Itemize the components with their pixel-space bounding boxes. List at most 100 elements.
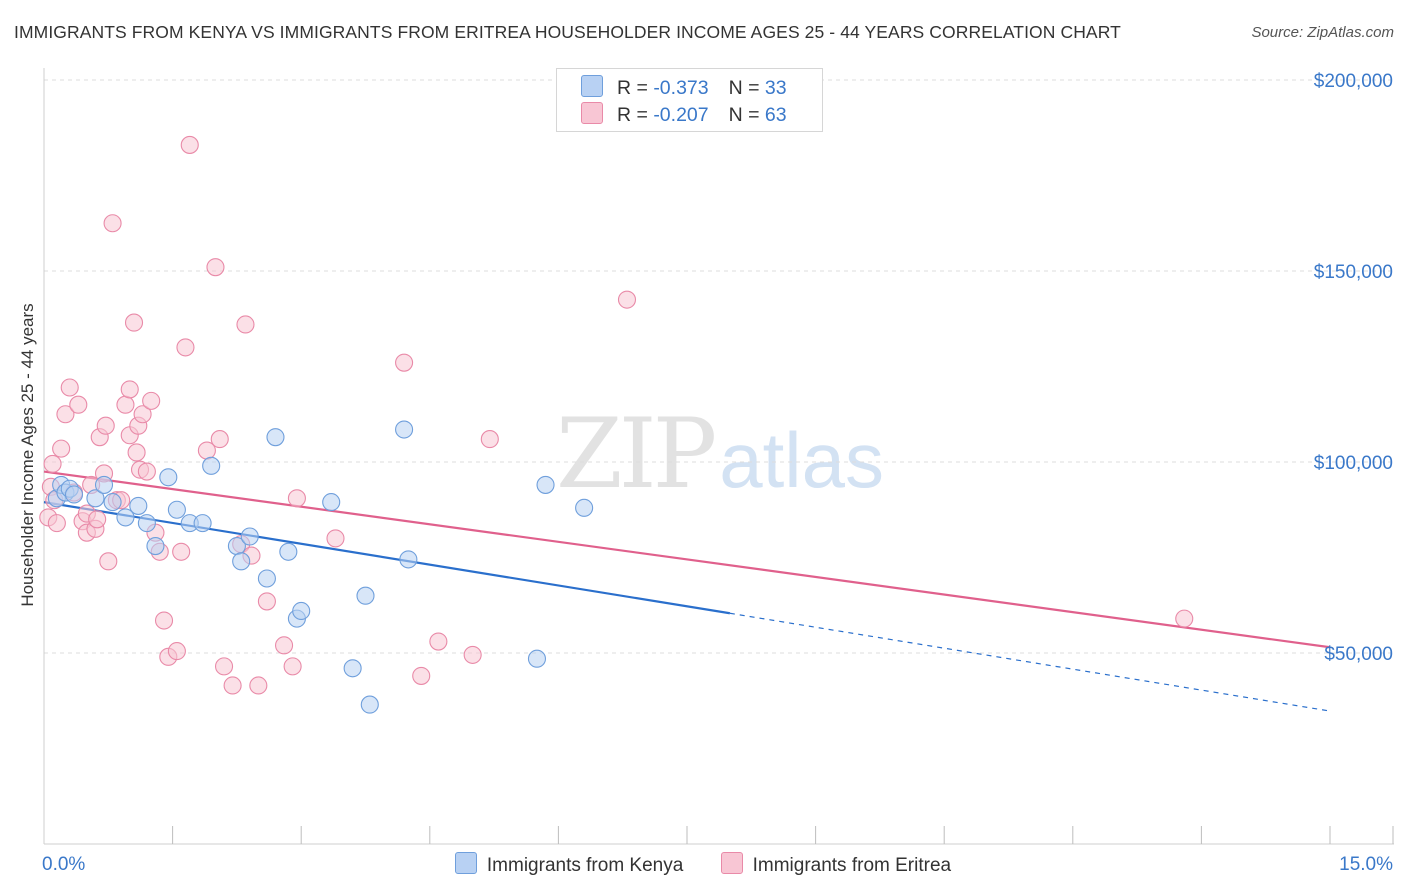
- eritrea-point: [412, 666, 431, 685]
- eritrea-point: [249, 676, 268, 695]
- eritrea-point: [275, 636, 294, 655]
- kenya-point: [129, 496, 148, 515]
- eritrea-point: [133, 405, 152, 424]
- eritrea-point: [206, 258, 225, 277]
- tick-labels: $50,000 $100,000 $150,000 $200,000 0.0% 15.0%: [42, 71, 1393, 875]
- eritrea-point: [429, 632, 448, 651]
- chart-title: IMMIGRANTS FROM KENYA VS IMMIGRANTS FROM…: [14, 22, 1121, 42]
- kenya-point: [257, 569, 276, 588]
- kenya-r-value: -0.373: [653, 77, 709, 99]
- watermark-atlas: atlas: [719, 416, 884, 504]
- kenya-point: [343, 659, 362, 678]
- y-tick-label: $200,000: [1314, 71, 1393, 92]
- eritrea-point: [43, 454, 62, 473]
- eritrea-point: [180, 135, 199, 154]
- eritrea-point: [287, 489, 306, 508]
- kenya-point: [292, 601, 311, 621]
- eritrea-point: [236, 315, 255, 334]
- eritrea-r-label: R =: [617, 104, 654, 126]
- kenya-point: [240, 527, 259, 546]
- legend-row-eritrea: R = -0.207 N = 63: [581, 102, 787, 128]
- eritrea-point: [47, 514, 66, 533]
- kenya-trend-line: [43, 501, 731, 615]
- kenya-point: [360, 695, 379, 714]
- kenya-point: [86, 489, 105, 508]
- eritrea-point: [176, 338, 195, 357]
- kenya-swatch: [581, 75, 603, 97]
- eritrea-trend: [43, 470, 1331, 649]
- eritrea-point: [326, 529, 345, 548]
- kenya-points: [47, 420, 594, 714]
- eritrea-point: [103, 214, 122, 233]
- eritrea-point: [88, 510, 107, 529]
- eritrea-r-value: -0.207: [653, 104, 709, 126]
- eritrea-n-label: N =: [728, 104, 765, 126]
- kenya-r-label: R =: [617, 77, 654, 99]
- y-tick-label: $100,000: [1314, 453, 1393, 474]
- kenya-point: [146, 536, 165, 556]
- kenya-n-value: 33: [764, 77, 787, 99]
- eritrea-point: [127, 443, 146, 462]
- eritrea-point: [60, 378, 79, 397]
- kenya-point: [159, 468, 178, 487]
- eritrea-point: [52, 439, 71, 458]
- kenya-legend-swatch: [454, 852, 477, 874]
- axes: [43, 68, 1394, 845]
- legend-row-kenya: R = -0.373 N = 33: [581, 75, 787, 101]
- eritrea-point: [223, 676, 242, 695]
- eritrea-point: [120, 380, 139, 399]
- kenya-point: [527, 649, 547, 668]
- kenya-point: [116, 508, 135, 527]
- eritrea-point: [617, 290, 637, 309]
- eritrea-point: [480, 430, 499, 449]
- kenya-point: [356, 586, 375, 605]
- eritrea-point: [56, 405, 75, 424]
- eritrea-point: [214, 657, 234, 676]
- kenya-point: [536, 475, 555, 494]
- kenya-point: [575, 498, 594, 517]
- eritrea-point: [167, 642, 186, 661]
- kenya-legend-label: Immigrants from Kenya: [486, 855, 684, 876]
- kenya-trend: [43, 501, 1331, 712]
- eritrea-point: [99, 552, 118, 571]
- eritrea-point: [283, 657, 302, 676]
- eritrea-trend-line: [43, 470, 1331, 649]
- kenya-point: [279, 542, 298, 561]
- eritrea-point: [172, 542, 191, 561]
- kenya-point: [94, 475, 114, 494]
- kenya-point: [193, 514, 212, 533]
- eritrea-legend-swatch: [720, 852, 743, 874]
- eritrea-n-value: 63: [764, 104, 787, 126]
- kenya-point: [266, 428, 285, 447]
- eritrea-point: [154, 611, 174, 630]
- eritrea-swatch: [581, 102, 603, 124]
- eritrea-legend-label: Immigrants from Eritrea: [752, 855, 952, 876]
- kenya-n-label: N =: [728, 77, 765, 99]
- eritrea-point: [463, 645, 482, 664]
- kenya-point: [64, 485, 84, 504]
- eritrea-point: [116, 395, 135, 414]
- kenya-point: [103, 493, 122, 512]
- y-tick-label: $50,000: [1324, 644, 1393, 665]
- eritrea-point: [124, 313, 144, 332]
- kenya-point: [167, 500, 186, 519]
- series-legend: Immigrants from Kenya Immigrants from Er…: [0, 852, 1406, 877]
- kenya-point: [322, 493, 341, 512]
- kenya-trend-extension: [729, 612, 1331, 712]
- kenya-point: [399, 550, 418, 569]
- watermark-zip: ZIP: [556, 398, 717, 510]
- kenya-point: [137, 514, 156, 533]
- kenya-point: [395, 420, 414, 439]
- y-axis-label: Householder Income Ages 25 - 44 years: [18, 303, 37, 607]
- eritrea-point: [257, 592, 276, 611]
- eritrea-point: [1175, 609, 1194, 628]
- legend-item-kenya[interactable]: Immigrants from Kenya: [454, 852, 684, 877]
- eritrea-point: [210, 430, 229, 449]
- watermark: ZIPatlas: [556, 398, 884, 510]
- eritrea-point: [69, 395, 88, 414]
- legend-item-eritrea[interactable]: Immigrants from Eritrea: [720, 852, 952, 877]
- eritrea-points: [39, 135, 1194, 695]
- eritrea-point: [142, 391, 161, 410]
- y-tick-label: $150,000: [1314, 262, 1393, 283]
